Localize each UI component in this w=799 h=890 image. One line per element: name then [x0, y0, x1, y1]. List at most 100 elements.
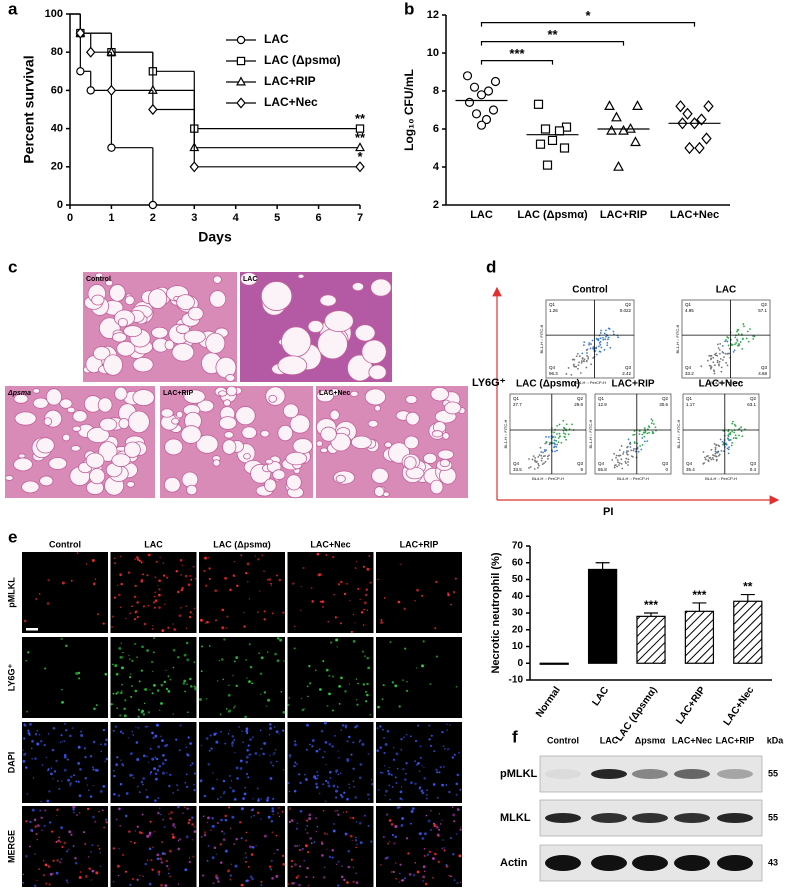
fluorescence-dot	[115, 672, 119, 676]
fluorescence-dot	[133, 595, 137, 599]
quadrant-name: Q2	[577, 396, 584, 401]
fluorescence-dot	[315, 785, 319, 789]
fluorescence-dot	[318, 748, 321, 751]
fluorescence-dot	[322, 660, 325, 663]
fluorescence-dot	[34, 818, 37, 820]
y-axis-label: Percent survival	[21, 55, 37, 163]
event-dot	[553, 445, 556, 448]
event-dot	[555, 445, 558, 448]
fluorescence-dot	[149, 747, 152, 750]
value-label: ***	[644, 598, 658, 612]
fluorescence-dot	[38, 733, 41, 736]
event-dot	[564, 433, 567, 436]
alveolus	[317, 328, 348, 360]
fluorescence-dot	[78, 875, 82, 879]
fluorescence-dot	[293, 764, 296, 768]
fluorescence-dot	[304, 828, 307, 831]
alveolus	[240, 272, 258, 286]
fluorescence-dot	[408, 872, 412, 876]
fluorescence-dot	[292, 582, 295, 585]
event-dot	[556, 425, 558, 427]
fluorescence-dot	[63, 722, 67, 725]
fluorescence-dot	[102, 784, 106, 788]
fluorescence-dot	[186, 807, 189, 810]
event-dot	[741, 348, 744, 350]
alveolus	[36, 437, 55, 454]
fluorescence-image	[22, 637, 108, 718]
fluorescence-dot	[94, 578, 97, 580]
fluorescence-dot	[215, 853, 217, 855]
event-dot	[545, 436, 547, 438]
fluorescence-dot	[239, 821, 242, 824]
fluorescence-dot	[154, 591, 157, 594]
event-dot	[714, 446, 717, 449]
alveolus	[126, 481, 135, 488]
fluorescence-dot	[205, 698, 208, 700]
event-dot	[563, 426, 565, 429]
event-dot	[556, 443, 559, 446]
fluorescence-dot	[336, 646, 338, 648]
fluorescence-dot	[367, 666, 371, 670]
x-tick-label: LAC+Nec	[722, 685, 757, 728]
fluorescence-dot	[323, 832, 327, 835]
event-dot	[719, 438, 722, 441]
fluorescence-dot	[296, 845, 299, 847]
fluorescence-dot	[232, 674, 234, 677]
fluorescence-dot	[132, 776, 135, 779]
fluorescence-dot	[186, 658, 190, 662]
fluorescence-dot	[272, 797, 275, 800]
event-dot	[546, 455, 549, 458]
fluorescence-dot	[325, 764, 327, 766]
fluorescence-dot	[414, 760, 417, 763]
fluorescence-dot	[423, 777, 426, 780]
fluorescence-dot	[23, 619, 27, 623]
event-dot	[711, 456, 714, 459]
fluorescence-dot	[273, 752, 276, 755]
alveolus	[43, 417, 53, 426]
fluorescence-dot	[266, 798, 269, 802]
fluorescence-dot	[359, 841, 363, 845]
marker	[469, 82, 480, 92]
quadrant-name: Q2	[750, 396, 757, 401]
fluorescence-dot	[350, 858, 353, 861]
fluorescence-dot	[275, 834, 278, 837]
fluorescence-dot	[185, 627, 188, 629]
fluorescence-dot	[244, 715, 247, 719]
fluorescence-dot	[332, 784, 336, 788]
event-dot	[737, 343, 740, 346]
fluorescence-dot	[299, 609, 302, 612]
event-dot	[627, 464, 629, 466]
error-bar	[740, 593, 755, 602]
fluorescence-dot	[342, 811, 345, 813]
fluorescence-dot	[92, 768, 95, 771]
fluorescence-dot	[326, 848, 328, 850]
event-dot	[712, 361, 715, 364]
fluorescence-dot	[305, 723, 309, 727]
fluorescence-dot	[263, 834, 267, 838]
fluorescence-dot	[84, 875, 88, 878]
fluorescence-dot	[270, 859, 273, 862]
fluorescence-dot	[52, 778, 54, 780]
fluorescence-dot	[438, 813, 441, 815]
marker	[462, 71, 473, 81]
quadrant-name: Q4	[686, 461, 693, 466]
plot-title: LAC (Δpsmα)	[516, 379, 580, 390]
fluorescence-dot	[99, 852, 101, 854]
fluorescence-dot	[384, 794, 386, 797]
marker	[490, 76, 501, 87]
fluorescence-dot	[369, 581, 372, 584]
event-dot	[568, 428, 571, 431]
event-dot	[539, 446, 542, 449]
quadrant-value: 4.95	[685, 308, 694, 313]
y-axis-text: BL1-H :: FITC-H	[539, 324, 544, 353]
marker	[355, 124, 365, 133]
alveolus	[32, 397, 49, 409]
fluorescence-dot	[199, 779, 203, 783]
fluorescence-dot	[326, 704, 329, 707]
fluorescence-dot	[145, 788, 148, 791]
fluorescence-dot	[224, 849, 228, 853]
fluorescence-dot	[401, 879, 405, 882]
fluorescence-dot	[165, 864, 169, 868]
fluorescence-dot	[23, 753, 27, 757]
marker	[625, 122, 636, 133]
